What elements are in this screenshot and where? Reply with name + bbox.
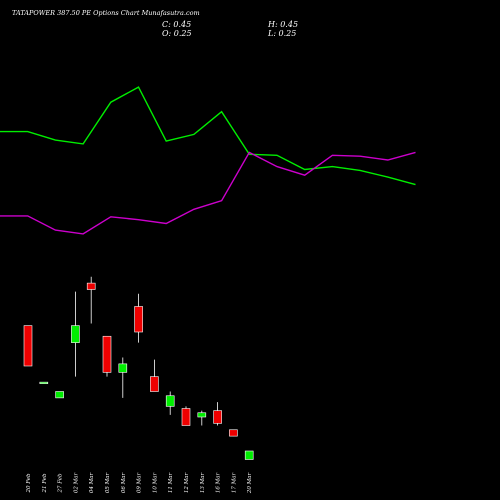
candle-body	[71, 325, 80, 343]
candle-body	[39, 381, 49, 384]
x-axis-labels: 20 Feb 21 Feb 27 Feb 02 Mar 04 Mar 05 Mar 06 M…	[26, 472, 253, 494]
x-tick-label: 13 Mar	[200, 472, 206, 493]
x-tick-label: 21 Feb	[42, 473, 48, 494]
candle-body	[55, 391, 64, 399]
close-value: C: 0.45	[162, 20, 192, 29]
candle-body	[213, 410, 222, 424]
candlestick	[165, 391, 175, 415]
candlestick	[102, 335, 112, 377]
candle-body	[229, 429, 238, 437]
x-tick-label: 06 Mar	[121, 472, 127, 493]
x-tick-label: 27 Feb	[58, 473, 64, 494]
candle-body	[197, 412, 207, 418]
candlestick	[213, 402, 222, 426]
chart-title: TATAPOWER 387.50 PE Options Chart Munafa…	[12, 9, 200, 17]
x-tick-label: 02 Mar	[73, 472, 79, 493]
candle-body	[134, 306, 143, 333]
candlestick	[39, 381, 49, 384]
candle-body	[165, 395, 175, 407]
candle-body	[86, 282, 96, 290]
indicator-lines	[0, 86, 416, 235]
candlestick	[118, 357, 128, 398]
candlestick	[197, 410, 207, 426]
candlestick	[134, 293, 143, 343]
high-value: H: 0.45	[268, 20, 299, 29]
open-value: O: 0.25	[162, 29, 192, 38]
x-tick-label: 20 Feb	[26, 473, 32, 494]
candlestick	[244, 450, 254, 460]
candle-body	[118, 363, 128, 373]
candle-body	[150, 376, 159, 392]
x-tick-label: 11 Mar	[168, 472, 174, 493]
green-line-series	[0, 86, 416, 186]
candlestick	[71, 291, 80, 377]
candle-body	[23, 325, 33, 367]
candlestick	[181, 406, 191, 426]
candle-body	[102, 335, 112, 373]
candle-body	[181, 408, 191, 426]
candlestick	[229, 429, 238, 437]
x-tick-label: 20 Mar	[247, 472, 253, 494]
x-tick-label: 10 Mar	[152, 472, 158, 493]
x-tick-label: 09 Mar	[137, 472, 143, 493]
x-tick-label: 05 Mar	[105, 472, 111, 493]
candlestick	[23, 325, 33, 367]
x-tick-label: 04 Mar	[89, 472, 95, 493]
x-tick-label: 12 Mar	[184, 472, 190, 493]
candlesticks	[23, 276, 254, 460]
x-tick-label: 16 Mar	[216, 472, 222, 493]
magenta-line-series	[0, 151, 416, 235]
candlestick	[150, 359, 159, 392]
candlestick	[86, 276, 96, 324]
candle-body	[244, 450, 254, 460]
low-value: L: 0.25	[268, 29, 297, 38]
x-tick-label: 17 Mar	[231, 472, 237, 493]
candlestick	[55, 391, 64, 399]
